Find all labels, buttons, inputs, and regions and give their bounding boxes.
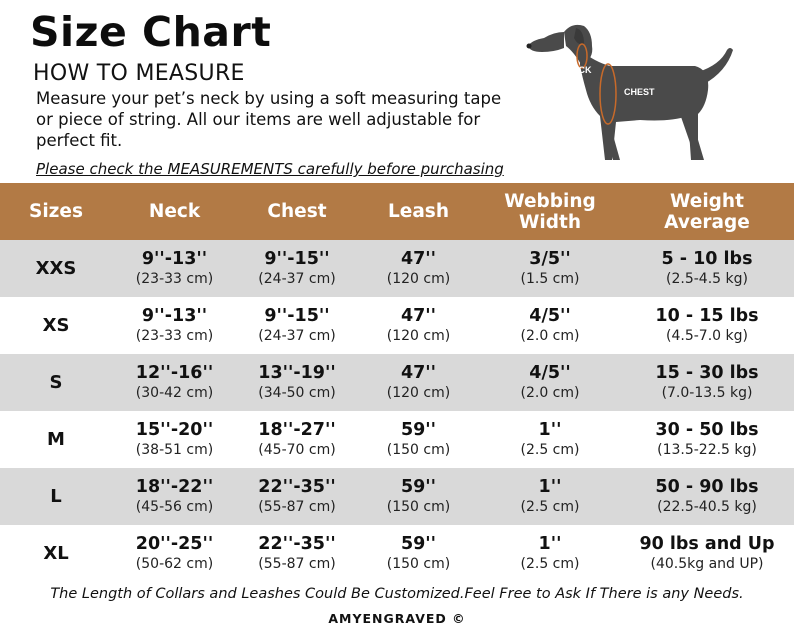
- size-cell: XS: [42, 315, 70, 336]
- chest-cell: 22''-35'': [258, 534, 336, 554]
- chest-cell: 9''-15'': [264, 249, 330, 269]
- chest-measure-line: [599, 63, 617, 125]
- customization-note: The Length of Collars and Leashes Could …: [50, 586, 744, 602]
- neck-cell: 9''-13'': [141, 306, 208, 326]
- neck-cell: 9''-13'': [141, 249, 208, 269]
- webbing-cell: 4/5'': [529, 306, 571, 326]
- leash-cell: 59'': [400, 420, 437, 440]
- size-table: Sizes Neck Chest Leash Webbing Width Wei…: [0, 183, 794, 582]
- chest-label: CHEST: [624, 87, 655, 97]
- webbing-cell: 1'': [538, 534, 562, 554]
- measure-description: Measure your pet’s neck by using a soft …: [36, 89, 502, 150]
- measurement-note: Please check the MEASUREMENTS carefully …: [36, 160, 504, 178]
- leash-cell: 47'': [400, 363, 437, 383]
- size-cell: XXS: [35, 258, 77, 279]
- size-cell: M: [47, 429, 65, 450]
- header-weight-average: Weight Average: [664, 190, 750, 233]
- chest-cell: 13''-19'': [258, 363, 336, 383]
- table-row: S 12''-16'' (30-42 cm) 13''-19'' (34-50 cm…: [0, 354, 794, 411]
- weight-cell: 15 - 30 lbs: [655, 363, 759, 383]
- weight-cell: 5 - 10 lbs: [661, 249, 753, 269]
- chest-cell: 18''-27'': [258, 420, 336, 440]
- leash-cell: 59'': [400, 534, 437, 554]
- header-leash: Leash: [387, 201, 449, 222]
- header-webbing-width: Webbing Width: [504, 190, 596, 233]
- header-chest: Chest: [267, 201, 327, 222]
- weight-cell: 50 - 90 lbs: [655, 477, 759, 497]
- webbing-cell: 1'': [538, 477, 562, 497]
- table-row: XXS 9''-13'' (23-33 cm) 9''-15'' (24-37 cm…: [0, 240, 794, 297]
- size-cell: S: [49, 372, 63, 393]
- leash-cell: 47'': [400, 306, 437, 326]
- neck-cell: 12''-16'': [135, 363, 214, 383]
- webbing-cell: 1'': [538, 420, 562, 440]
- table-row: XL 20''-25'' (50-62 cm) 22''-35'' (55-87 c…: [0, 525, 794, 582]
- weight-cell: 90 lbs and Up: [639, 534, 775, 554]
- neck-cell: 15''-20'': [135, 420, 214, 440]
- table-row: L 18''-22'' (45-56 cm) 22''-35'' (55-87 cm…: [0, 468, 794, 525]
- table-row: XS 9''-13'' (23-33 cm) 9''-15'' (24-37 cm)…: [0, 297, 794, 354]
- dog-illustration: NECK CHEST: [526, 24, 733, 160]
- table-header: Sizes Neck Chest Leash Webbing Width Wei…: [0, 183, 794, 240]
- webbing-cell: 3/5'': [529, 249, 571, 269]
- brand-name: AMYENGRAVED ©: [328, 611, 466, 626]
- how-to-measure-heading: HOW TO MEASURE: [33, 61, 245, 86]
- weight-cell: 10 - 15 lbs: [655, 306, 759, 326]
- size-cell: XL: [43, 543, 69, 564]
- weight-cell: 30 - 50 lbs: [655, 420, 759, 440]
- page-title: Size Chart: [30, 8, 272, 56]
- neck-label: NECK: [566, 65, 592, 75]
- chest-cell: 22''-35'': [258, 477, 336, 497]
- header-sizes: Sizes: [29, 201, 83, 222]
- neck-cell: 20''-25'': [135, 534, 214, 554]
- neck-measure-line: [576, 43, 588, 69]
- leash-cell: 59'': [400, 477, 437, 497]
- table-row: M 15''-20'' (38-51 cm) 18''-27'' (45-70 cm…: [0, 411, 794, 468]
- header-neck: Neck: [148, 201, 201, 222]
- chest-cell: 9''-15'': [264, 306, 330, 326]
- size-cell: L: [50, 486, 62, 507]
- neck-cell: 18''-22'': [135, 477, 214, 497]
- leash-cell: 47'': [400, 249, 437, 269]
- webbing-cell: 4/5'': [529, 363, 571, 383]
